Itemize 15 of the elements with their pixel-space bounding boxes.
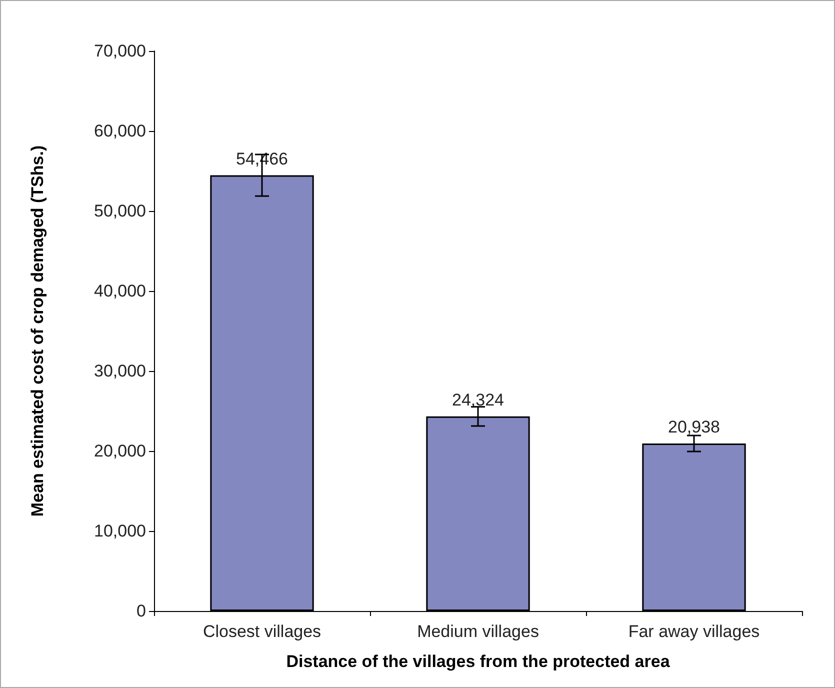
data-label: 20,938 xyxy=(668,417,720,436)
y-tick-label: 70,000 xyxy=(94,42,146,60)
y-tick-label: 50,000 xyxy=(94,202,146,220)
y-tick-label: 40,000 xyxy=(94,282,146,300)
y-tick-label: 20,000 xyxy=(94,442,146,460)
data-label: 24,324 xyxy=(452,390,504,410)
y-tick-label: 60,000 xyxy=(94,122,146,140)
x-tick-label: Closest villages xyxy=(202,622,322,641)
y-tick-label: 30,000 xyxy=(94,362,146,380)
y-tick-label: 10,000 xyxy=(94,522,146,540)
x-tick-label: Medium villages xyxy=(417,622,539,641)
x-tick-label: Far away villages xyxy=(628,622,760,641)
y-axis-title: Mean estimated cost of crop demaged (TShs.) xyxy=(28,145,47,517)
x-axis-title: Distance of the villages from the protected area xyxy=(286,652,670,671)
y-tick-label: 0 xyxy=(136,602,146,620)
